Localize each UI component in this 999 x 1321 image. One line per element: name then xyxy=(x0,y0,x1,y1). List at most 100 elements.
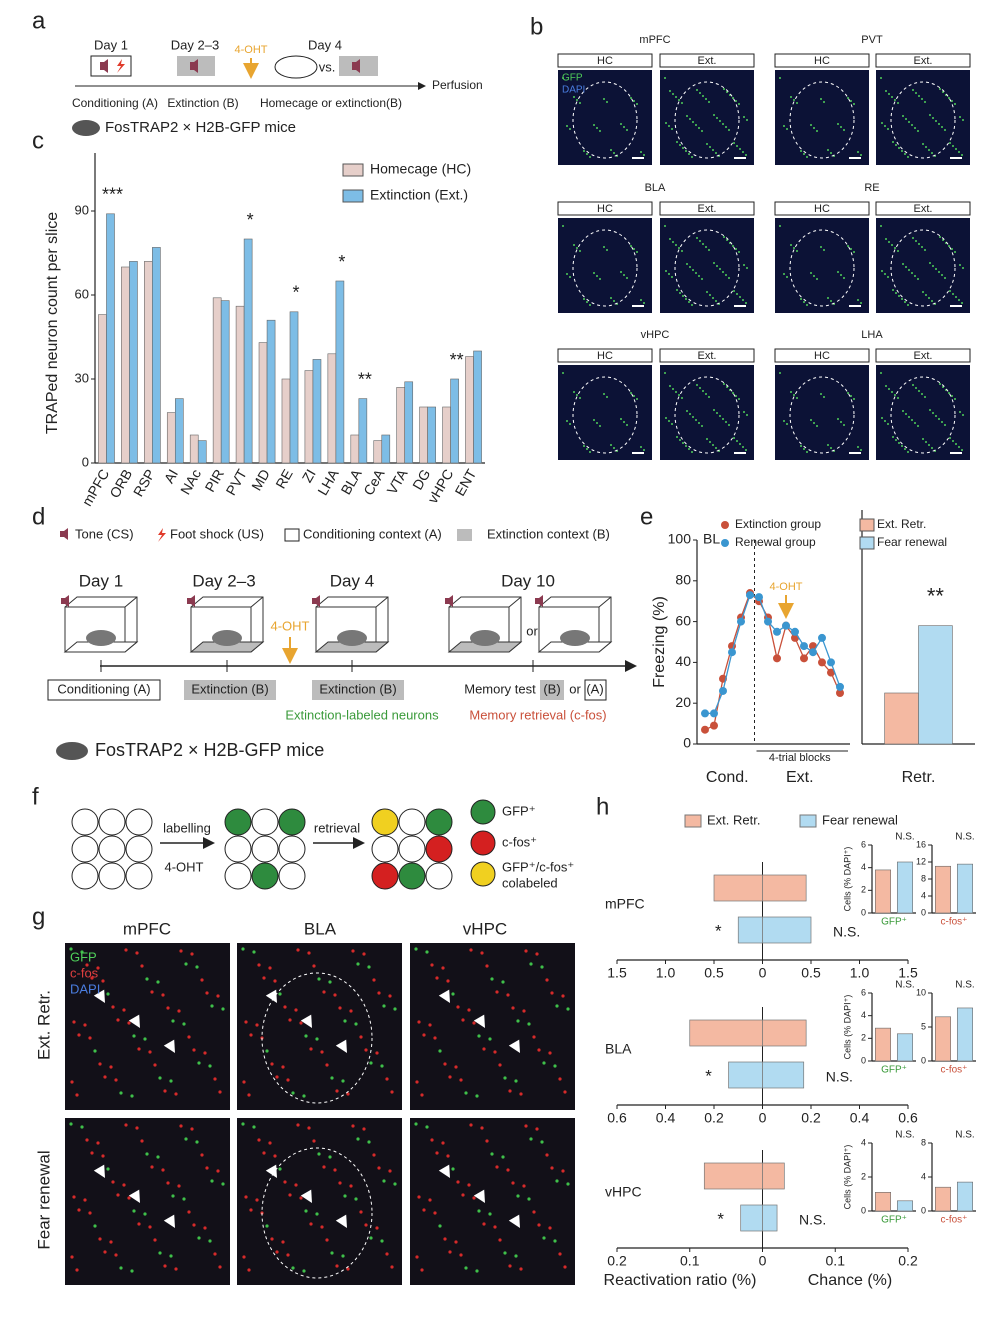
cell-dot xyxy=(892,289,894,291)
region-outline xyxy=(789,81,855,159)
cell-dot xyxy=(482,1222,486,1226)
cell-dot xyxy=(620,123,622,125)
perfusion-label: Perfusion xyxy=(432,78,483,92)
cell-dot xyxy=(932,117,934,119)
micrograph xyxy=(660,365,754,460)
neuron xyxy=(224,835,252,863)
cell-dot xyxy=(179,1124,183,1128)
neuron xyxy=(98,808,126,836)
cell-dot xyxy=(806,304,808,306)
arrowhead xyxy=(163,1214,175,1228)
cell-dot xyxy=(951,248,953,250)
region-title: vHPC xyxy=(641,329,670,341)
neuron xyxy=(398,862,426,890)
cell-dot xyxy=(372,978,376,982)
cell-dot xyxy=(288,1193,292,1197)
cell-dot xyxy=(299,1021,303,1025)
cell-dot xyxy=(103,1075,107,1079)
cell-dot xyxy=(745,449,747,451)
cell-dot xyxy=(273,1154,277,1158)
cell-dot xyxy=(446,1154,450,1158)
neuron xyxy=(251,808,279,836)
tone-icon xyxy=(60,528,68,540)
cell-dot xyxy=(553,1239,557,1243)
significance: N.S. xyxy=(895,832,914,843)
cell-dot xyxy=(192,1223,196,1227)
region-outline xyxy=(261,972,373,1104)
significance: ** xyxy=(358,369,372,389)
cell-dot xyxy=(369,1236,373,1240)
cell-dot xyxy=(688,448,690,450)
cell-dot xyxy=(441,966,445,970)
cell-dot xyxy=(98,1237,102,1241)
cell-dot xyxy=(75,1268,79,1272)
cell-dot xyxy=(905,413,907,415)
cell-dot xyxy=(190,952,194,956)
cell-dot xyxy=(343,1019,347,1023)
cell-dot xyxy=(921,393,923,395)
cell-dot xyxy=(796,250,798,252)
charts: mPFC HC Ext. PVT HC Ext. BLA HC Ext. RE HC Ext. vHPC… xyxy=(44,34,976,1289)
x-tick-label: 0.5 xyxy=(704,965,724,981)
x-axis-label: GFP⁺ xyxy=(881,1215,907,1226)
cell-dot xyxy=(393,1182,397,1186)
cell-dot xyxy=(701,278,703,280)
cell-dot xyxy=(281,1240,285,1244)
cell-dot xyxy=(247,1093,251,1097)
bar xyxy=(762,874,807,902)
x-axis-label: Retr. xyxy=(902,769,936,786)
significance: N.S. xyxy=(799,1212,826,1228)
point xyxy=(746,591,754,600)
bar xyxy=(189,434,199,464)
cell-dot xyxy=(696,237,698,239)
cell-dot xyxy=(925,146,927,148)
cell-dot xyxy=(550,1166,554,1170)
cell-dot xyxy=(430,963,434,967)
group-label: HC xyxy=(597,55,613,67)
cell-dot xyxy=(448,1250,452,1254)
bar xyxy=(874,1192,891,1212)
cell-dot xyxy=(736,145,738,147)
cell-dot xyxy=(918,243,920,245)
arrowhead xyxy=(265,989,277,1003)
cell-dot xyxy=(382,1004,386,1008)
y-tick-label: 0 xyxy=(921,907,926,917)
y-tick-label: 2 xyxy=(861,1033,866,1043)
cell-dot xyxy=(722,418,724,420)
cell-dot xyxy=(907,304,909,306)
region-outline xyxy=(572,81,638,159)
cell-dot xyxy=(716,117,718,119)
shock-icon xyxy=(158,528,166,542)
cell-dot xyxy=(472,1021,476,1025)
region-title: LHA xyxy=(861,329,883,341)
cell-dot xyxy=(944,129,946,131)
cell-dot xyxy=(338,1181,342,1185)
neuron xyxy=(125,862,153,890)
cell-dot xyxy=(171,1194,175,1198)
y-tick-label: 4 xyxy=(861,1137,866,1147)
legend-swatch xyxy=(342,189,364,203)
cell-dot xyxy=(124,948,128,952)
legend-swatch xyxy=(470,830,496,856)
group-label: HC xyxy=(597,203,613,215)
cell-dot xyxy=(701,425,703,427)
cell-dot xyxy=(320,1225,324,1229)
bar xyxy=(98,314,107,464)
cell-dot xyxy=(682,295,684,297)
step-label: retrieval xyxy=(314,820,360,835)
step-box xyxy=(540,680,564,700)
group-box xyxy=(774,53,870,68)
y-tick-label: 0 xyxy=(921,1205,926,1215)
cell-dot xyxy=(278,992,282,996)
cell-dot xyxy=(312,1139,316,1143)
cell-dot xyxy=(333,1168,337,1172)
cell-dot xyxy=(678,394,680,396)
bar xyxy=(442,406,451,464)
cell-dot xyxy=(885,90,887,92)
cell-dot xyxy=(69,947,73,951)
y-tick-label: 0 xyxy=(82,454,89,469)
tone-icon xyxy=(352,59,360,73)
y-tick-label: 8 xyxy=(921,1137,926,1147)
cell-dot xyxy=(914,127,916,129)
cell-dot xyxy=(472,1196,476,1200)
